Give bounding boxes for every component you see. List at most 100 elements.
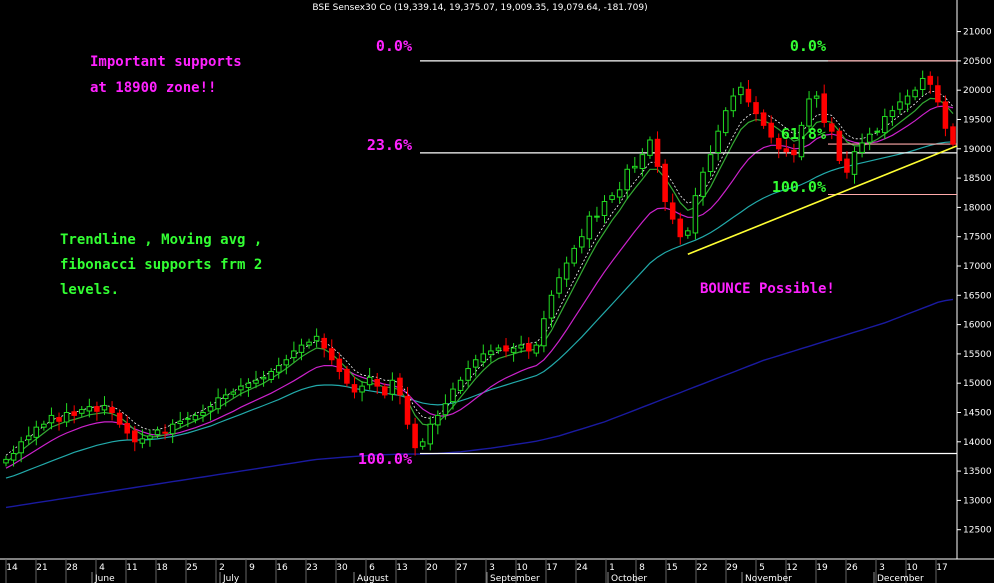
month-label: November — [745, 574, 792, 583]
trend-note-line-1: Trendline , Moving avg , — [60, 232, 262, 248]
x-tick-label: 27 — [456, 563, 467, 573]
candle-body — [71, 411, 77, 416]
candle-body — [616, 189, 623, 198]
candle-body — [700, 171, 706, 197]
candle-body — [722, 110, 729, 134]
trend-note-line-2: fibonacci supports frm 2 — [60, 257, 262, 273]
candle-body — [813, 95, 820, 99]
candle-body — [268, 370, 274, 380]
month-label: August — [357, 574, 389, 583]
fib-right-label-100: 100.0% — [772, 178, 826, 196]
x-tick-label: 14 — [6, 563, 18, 573]
candle-body — [480, 353, 487, 363]
candle-body — [389, 379, 396, 395]
y-tick-label: 19000 — [963, 145, 992, 155]
x-tick-label: 4 — [99, 563, 105, 573]
candle-body — [238, 385, 244, 391]
candle-body — [3, 458, 9, 464]
candle-body — [518, 344, 524, 349]
y-tick-label: 18500 — [963, 174, 992, 184]
month-label: October — [611, 574, 647, 583]
candle-body — [632, 165, 638, 169]
fib-left-label-236: 23.6% — [367, 136, 412, 154]
candle-body — [41, 423, 47, 428]
x-axis: 14 21 28 4 11 18 25 2 9 16 23 30 6 13 20 27 3 10 17 24 1 8 15 2… — [5, 559, 948, 583]
x-tick-label: 24 — [576, 563, 588, 573]
candle-body — [245, 382, 252, 389]
candle-body — [775, 137, 782, 150]
fib-left-label-100: 100.0% — [358, 450, 412, 468]
x-tick-label: 15 — [666, 563, 677, 573]
candle-body — [48, 414, 55, 424]
ma-fast-line — [5, 97, 954, 463]
candle-body — [950, 126, 956, 145]
candle-body — [450, 388, 456, 403]
x-tick-label: 29 — [726, 563, 738, 573]
ma-dotted-line — [5, 90, 954, 456]
candle-body — [624, 168, 631, 191]
chart-frame — [0, 0, 994, 560]
x-tick-label: 18 — [156, 563, 168, 573]
candle-body — [571, 247, 577, 264]
candle-body — [253, 379, 259, 384]
candle-body — [753, 102, 759, 115]
candle-body — [351, 384, 358, 393]
candle-body — [654, 138, 661, 167]
y-tick-label: 20000 — [963, 86, 992, 96]
trendline — [687, 145, 958, 256]
candle-body — [10, 453, 17, 461]
candle-body — [177, 420, 184, 425]
candle-body — [33, 426, 40, 438]
candle-body — [457, 379, 464, 391]
x-tick-label: 10 — [516, 563, 528, 573]
candle-body — [791, 149, 797, 156]
candle-body — [525, 343, 532, 352]
y-tick-label: 20500 — [963, 57, 992, 67]
chart-title: BSE Sensex30 Co (19,339.14, 19,375.07, 1… — [312, 3, 647, 13]
month-label: June — [94, 574, 115, 583]
candle-body — [109, 407, 115, 413]
candle-body — [230, 391, 237, 395]
candle-body — [86, 406, 93, 412]
candle-body — [488, 350, 494, 356]
candle-body — [472, 359, 479, 368]
candle-body — [829, 123, 835, 132]
candle-body — [647, 139, 653, 156]
candle-body — [760, 112, 767, 126]
candle-body — [495, 347, 502, 351]
x-tick-label: 3 — [879, 563, 885, 573]
candle-body — [904, 95, 911, 105]
candle-body — [116, 412, 123, 425]
candle-body — [639, 154, 646, 169]
candle-body — [919, 77, 926, 90]
candle-body — [685, 230, 691, 236]
y-tick-label: 16000 — [963, 321, 992, 331]
candle-body — [533, 344, 540, 354]
fib-right-label-0: 0.0% — [790, 37, 826, 55]
bounce-note: BOUNCE Possible! — [700, 281, 835, 297]
candle-body — [427, 423, 434, 445]
x-tick-label: 9 — [249, 563, 255, 573]
candle-body — [291, 350, 297, 359]
candle-body — [798, 124, 805, 158]
x-tick-label: 6 — [369, 563, 375, 573]
x-tick-label: 21 — [36, 563, 47, 573]
y-tick-label: 14000 — [963, 438, 992, 448]
y-tick-label: 18000 — [963, 203, 992, 213]
candle-body — [18, 441, 24, 454]
candle-body — [442, 403, 449, 416]
candle-body — [692, 195, 699, 234]
candle-body — [185, 417, 191, 420]
candle-body — [866, 133, 873, 143]
candle-body — [366, 376, 373, 386]
candle-body — [336, 358, 343, 372]
candle-body — [359, 385, 365, 393]
fib-right-label-618: 61.8% — [781, 125, 826, 143]
candle-body — [563, 262, 570, 280]
candle-body — [927, 75, 934, 85]
candle-body — [601, 201, 608, 216]
trendline-group — [687, 145, 958, 256]
y-tick-label: 17000 — [963, 262, 992, 272]
candle-body — [154, 429, 161, 436]
